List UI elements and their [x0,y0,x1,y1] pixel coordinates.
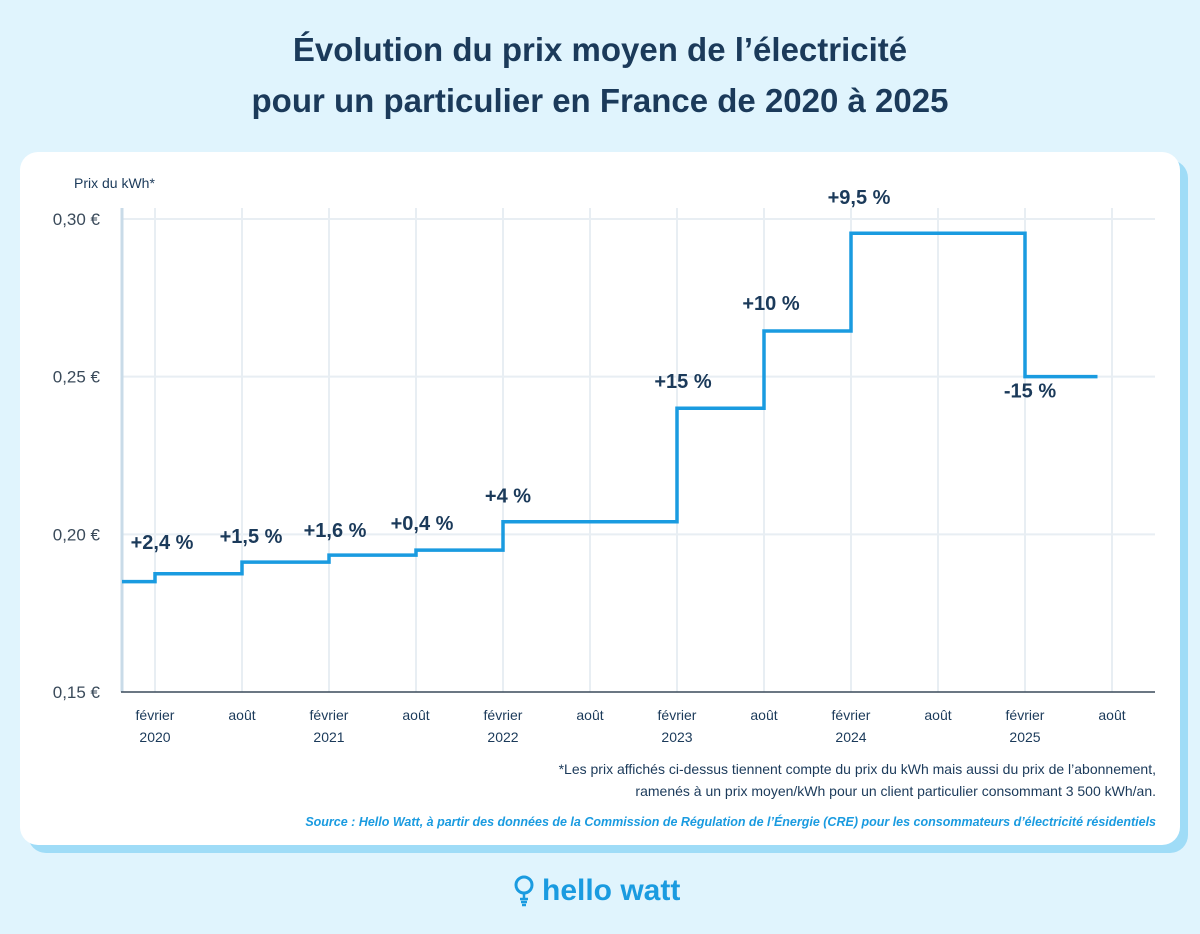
y-tick-label: 0,20 € [53,525,101,544]
y-tick-label: 0,30 € [53,210,101,229]
title-line-2: pour un particulier en France de 2020 à … [251,82,949,119]
y-axis-title: Prix du kWh* [74,175,155,191]
change-label: +0,4 % [391,513,454,535]
x-tick-month: août [402,707,429,723]
change-label: +1,6 % [304,520,367,542]
x-tick-month: août [750,707,777,723]
logo-text: hello watt [542,874,681,907]
x-tick-month: août [1098,707,1125,723]
x-tick-year: 2024 [835,729,866,745]
footnote-line-1: *Les prix affichés ci-dessus tiennent co… [558,761,1156,777]
y-tick-label: 0,15 € [53,683,101,702]
change-label: +10 % [742,293,799,315]
lightbulb-icon [514,875,534,907]
x-tick-month: février [1006,707,1045,723]
x-tick-year: 2023 [661,729,692,745]
change-label: +15 % [654,371,711,393]
x-tick-year: 2025 [1009,729,1040,745]
title-line-1: Évolution du prix moyen de l’électricité [292,31,908,68]
x-tick-year: 2020 [139,729,170,745]
change-label: +1,5 % [220,526,283,548]
x-tick-month: février [658,707,697,723]
x-tick-month: février [484,707,523,723]
x-tick-month: août [924,707,951,723]
price-step-line [122,231,1098,584]
x-tick-month: août [228,707,255,723]
chart-title: Évolution du prix moyen de l’électricité… [0,24,1200,126]
hello-watt-logo: hello watt [512,874,680,908]
x-tick-month: août [576,707,603,723]
change-label: +2,4 % [131,532,194,554]
chart-card [20,152,1180,845]
x-tick-year: 2021 [313,729,344,745]
change-label: +9,5 % [828,187,891,209]
source-note: Source : Hello Watt, à partir des donnée… [305,815,1156,829]
x-tick-year: 2022 [487,729,518,745]
x-tick-month: février [832,707,871,723]
change-label: -15 % [1004,381,1056,403]
y-tick-label: 0,25 € [53,368,101,387]
x-tick-month: février [136,707,175,723]
change-label: +4 % [485,486,531,508]
x-tick-month: février [310,707,349,723]
footnote-line-2: ramenés à un prix moyen/kWh pour un clie… [635,783,1156,799]
